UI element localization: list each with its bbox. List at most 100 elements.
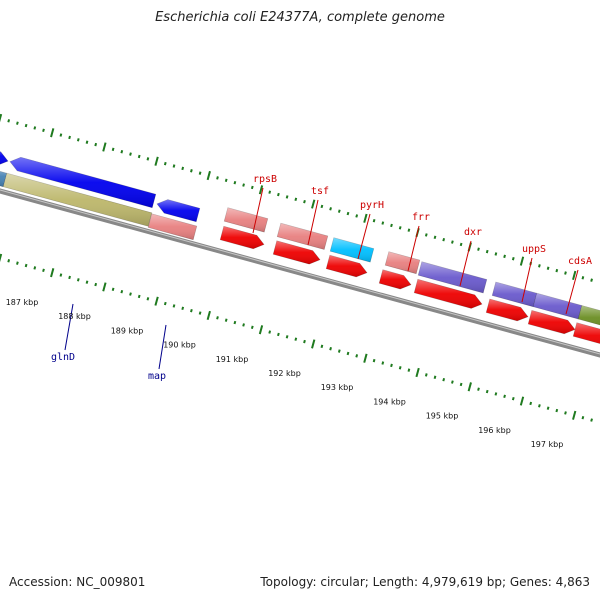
outer-minor-tick xyxy=(268,190,272,194)
leader-cdsA xyxy=(565,269,579,315)
outer-minor-tick xyxy=(459,242,463,247)
gene-arrow-frr-shine xyxy=(379,269,411,289)
inner-minor-tick xyxy=(511,396,515,401)
gene-label-dxr: dxr xyxy=(464,227,482,238)
inner-major-tick xyxy=(0,253,3,263)
gene-label-glnD: glnD xyxy=(51,352,75,363)
outer-minor-tick xyxy=(503,254,506,259)
outer-minor-tick xyxy=(59,133,63,137)
gene-arrow-rpsB-shine xyxy=(220,226,264,249)
outer-minor-tick xyxy=(68,135,71,140)
map-title: Escherichia coli E24377A, complete genom… xyxy=(155,10,445,25)
inner-minor-tick xyxy=(285,335,289,339)
inner-major-tick xyxy=(467,382,472,392)
backbone-highlight xyxy=(0,189,600,355)
inner-minor-tick xyxy=(590,418,593,422)
inner-minor-tick xyxy=(198,311,202,315)
outer-minor-tick xyxy=(555,268,559,273)
inner-minor-tick xyxy=(146,297,150,301)
inner-minor-tick xyxy=(407,368,411,372)
inner-minor-tick xyxy=(346,351,350,356)
gene-box-shine xyxy=(578,305,600,325)
outer-minor-tick xyxy=(224,178,228,182)
inner-minor-tick xyxy=(163,301,167,306)
gene-label-uppS: uppS xyxy=(522,244,546,255)
leader-map xyxy=(158,324,167,370)
outer-minor-tick xyxy=(546,266,550,270)
inner-minor-tick xyxy=(564,411,567,415)
inner-minor-tick xyxy=(233,320,237,325)
gene-arrow-shine xyxy=(0,151,8,165)
gene-box-glnD-region-shine xyxy=(3,173,152,227)
outer-minor-tick xyxy=(346,211,350,216)
outer-major-tick xyxy=(206,170,211,181)
inner-minor-tick xyxy=(424,373,428,377)
inner-minor-tick xyxy=(503,394,506,399)
outer-minor-tick xyxy=(190,169,193,173)
gene-label-tsf: tsf xyxy=(311,186,329,197)
leader-tsf xyxy=(307,199,319,246)
backbone-line xyxy=(0,188,600,358)
outer-minor-tick xyxy=(137,154,141,159)
inner-minor-tick xyxy=(294,337,298,341)
scale-label: 195 kbp xyxy=(426,412,459,421)
leader-glnD xyxy=(64,303,74,351)
outer-minor-tick xyxy=(216,176,219,180)
outer-minor-tick xyxy=(181,166,185,171)
leader-uppS xyxy=(521,257,533,303)
gene-box-map-region-shine xyxy=(148,213,197,240)
outer-minor-tick xyxy=(7,119,11,123)
outer-minor-tick xyxy=(16,121,19,125)
inner-minor-tick xyxy=(555,408,559,413)
inner-minor-tick xyxy=(538,404,541,408)
outer-minor-tick xyxy=(590,278,593,282)
outer-major-tick xyxy=(572,270,577,280)
inner-minor-tick xyxy=(546,406,550,410)
gene-label-rpsB: rpsB xyxy=(253,174,277,185)
scale-label: 194 kbp xyxy=(373,397,406,406)
outer-minor-tick xyxy=(94,142,98,147)
inner-minor-tick xyxy=(250,325,254,330)
scale-label: 191 kbp xyxy=(216,355,249,364)
inner-minor-tick xyxy=(120,289,124,294)
gene-label-map: map xyxy=(148,371,166,382)
gene-arrow-tsf-shine xyxy=(273,240,320,265)
outer-minor-tick xyxy=(85,140,89,144)
inner-minor-tick xyxy=(355,354,359,358)
outer-minor-tick xyxy=(390,223,393,228)
inner-minor-tick xyxy=(494,392,498,396)
inner-minor-tick xyxy=(224,318,228,322)
inner-minor-tick xyxy=(485,389,489,394)
outer-minor-tick xyxy=(33,126,37,130)
inner-minor-tick xyxy=(372,358,376,363)
leader-rpsB xyxy=(252,187,264,234)
outer-minor-tick xyxy=(129,152,132,156)
inner-minor-tick xyxy=(85,280,89,284)
outer-minor-tick xyxy=(24,123,28,128)
outer-minor-tick xyxy=(198,171,202,175)
inner-minor-tick xyxy=(216,316,219,320)
gene-box-pyrH-shine xyxy=(330,237,374,263)
inner-minor-tick xyxy=(94,282,98,287)
inner-minor-tick xyxy=(381,361,385,365)
gene-box-rpsB-shine xyxy=(224,207,268,233)
inner-minor-tick xyxy=(129,292,132,296)
scale-label: 193 kbp xyxy=(321,383,354,392)
inner-minor-tick xyxy=(111,287,115,292)
outer-minor-tick xyxy=(372,218,376,223)
outer-major-tick xyxy=(363,213,368,223)
outer-minor-tick xyxy=(485,249,489,254)
gene-box-frr-shine xyxy=(385,251,420,274)
inner-minor-tick xyxy=(190,308,193,313)
outer-minor-tick xyxy=(146,157,150,161)
inner-minor-tick xyxy=(390,363,393,368)
inner-minor-tick xyxy=(42,268,45,272)
inner-minor-tick xyxy=(76,278,80,282)
inner-minor-tick xyxy=(172,304,176,308)
gene-arrow-dxr-shine xyxy=(414,279,482,309)
inner-minor-tick xyxy=(33,266,37,270)
gene-label-cdsA: cdsA xyxy=(568,256,592,267)
inner-minor-tick xyxy=(277,332,280,337)
inner-major-tick xyxy=(415,367,420,378)
